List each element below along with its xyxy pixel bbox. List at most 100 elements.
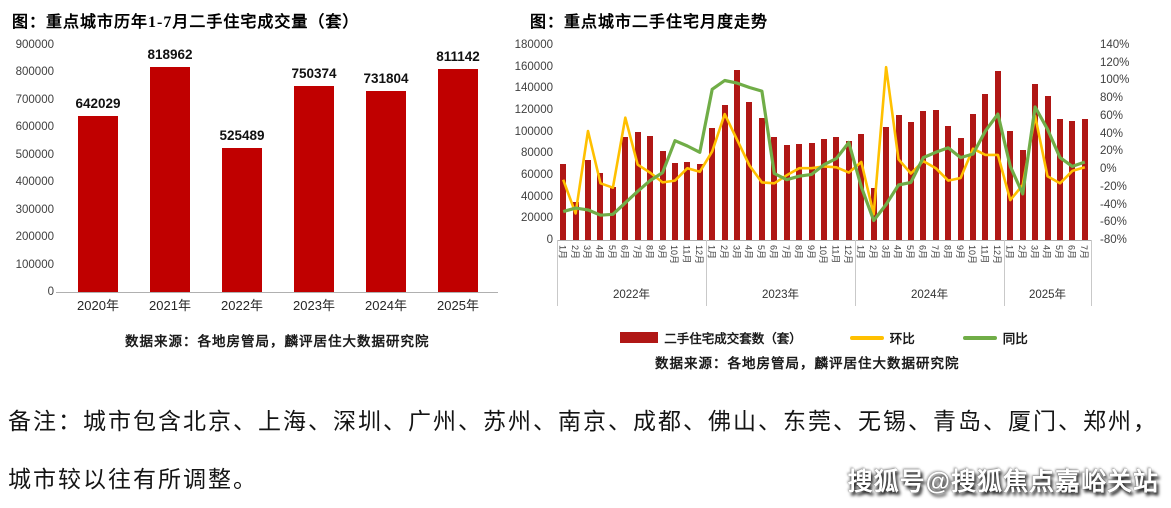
watermark: 搜狐号@搜狐焦点嘉峪关站 — [847, 468, 1159, 496]
month-tick-label: 7月 — [1078, 245, 1089, 260]
month-tick-label: 2月 — [569, 245, 580, 260]
month-tick-label: 4月 — [1041, 245, 1052, 260]
bar — [366, 91, 406, 292]
bar — [438, 69, 478, 292]
month-tick-label: 11月 — [681, 245, 692, 264]
x-tick-label: 2024年 — [365, 298, 407, 313]
y-tick-label: 600000 — [15, 121, 54, 134]
month-tick-label: 6月 — [768, 245, 779, 260]
y-tick-label: 0 — [47, 286, 54, 298]
bar-value-label: 731804 — [363, 71, 409, 87]
monthly-bar — [920, 111, 927, 240]
x-tick-label: 2022年 — [221, 298, 263, 313]
monthly-bar — [970, 114, 977, 240]
tongbi-line-swatch — [962, 335, 997, 340]
month-tick-label: 9月 — [954, 245, 965, 260]
bar-value-label: 811142 — [436, 49, 480, 65]
left-y-tick-label: 140000 — [514, 82, 553, 95]
monthly-bar — [684, 162, 691, 240]
monthly-bar — [721, 104, 728, 240]
right-y-tick-label: 60% — [1100, 109, 1124, 122]
x-tick-label: 2021年 — [149, 298, 191, 313]
right-y-tick-label: 20% — [1100, 145, 1124, 158]
x-tick-label: 2023年 — [293, 298, 335, 313]
month-tick-label: 9月 — [656, 245, 667, 260]
monthly-bar — [771, 137, 778, 240]
monthly-bar — [746, 102, 753, 240]
monthly-bar — [634, 131, 641, 240]
monthly-bar — [883, 127, 890, 240]
monthly-bar — [1044, 95, 1051, 240]
month-tick-label: 11月 — [979, 245, 990, 264]
left-y-tick-label: 80000 — [521, 147, 553, 160]
bar-value-label: 525489 — [219, 127, 265, 143]
bar-value-label: 750374 — [291, 66, 337, 82]
right-y-tick-label: 120% — [1100, 56, 1130, 69]
month-tick-label: 8月 — [644, 245, 655, 260]
left-y-tick-label: 0 — [546, 234, 553, 246]
monthly-bar — [957, 138, 964, 240]
bar-value-label: 642029 — [75, 95, 121, 111]
month-tick-label: 2月 — [718, 245, 729, 260]
month-tick-label: 2月 — [867, 245, 878, 260]
monthly-bar — [622, 137, 629, 240]
right-chart-plot-area — [557, 45, 1091, 240]
bar — [294, 86, 334, 292]
monthly-bar — [758, 117, 765, 240]
monthly-bar — [783, 144, 790, 240]
month-tick-label: 1月 — [557, 245, 568, 260]
month-tick-label: 10月 — [818, 245, 829, 265]
monthly-bar — [1081, 118, 1088, 240]
monthly-bar — [1069, 120, 1076, 240]
month-tick-label: 9月 — [805, 245, 816, 260]
bar-value-label: 818962 — [147, 47, 193, 63]
bar-series-label: 二手住宅成交套数（套） — [664, 332, 802, 346]
right-chart-source: 数据来源：各地房管局，麟评居住大数据研究院 — [655, 356, 960, 371]
x-tick-label: 2020年 — [77, 298, 119, 313]
huanbi-label: 环比 — [889, 332, 915, 346]
right-y-tick-label: 40% — [1100, 127, 1124, 140]
monthly-bar — [572, 202, 579, 240]
year-separator — [855, 240, 857, 306]
y-tick-label: 800000 — [15, 66, 54, 79]
right-chart-legend: 二手住宅成交套数（套） 环比 同比 — [557, 328, 1091, 347]
month-tick-label: 10月 — [669, 245, 680, 265]
month-tick-label: 6月 — [619, 245, 630, 260]
year-group-label: 2022年 — [612, 289, 651, 301]
month-tick-label: 8月 — [942, 245, 953, 260]
month-tick-label: 3月 — [880, 245, 891, 260]
left-y-tick-label: 40000 — [521, 190, 553, 203]
monthly-bar — [659, 151, 666, 240]
bar — [150, 67, 190, 292]
month-tick-label: 12月 — [843, 245, 854, 265]
footnote-line-1: 备注：城市包含北京、上海、深圳、广州、苏州、南京、成都、佛山、东莞、无锡、青岛、… — [8, 409, 1158, 434]
monthly-bar — [696, 164, 703, 240]
right-y-tick-label: -60% — [1100, 216, 1127, 229]
month-tick-label: 1月 — [855, 245, 866, 260]
legend-item-huanbi: 环比 — [849, 328, 915, 347]
x-tick-label: 2025年 — [437, 298, 479, 313]
month-tick-label: 6月 — [917, 245, 928, 260]
bar — [222, 147, 262, 292]
left-y-tick-label: 120000 — [514, 104, 553, 116]
month-tick-label: 4月 — [743, 245, 754, 260]
left-y-tick-label: 60000 — [521, 169, 553, 181]
monthly-bar — [982, 93, 989, 240]
monthly-bar — [796, 143, 803, 240]
monthly-bar — [895, 115, 902, 240]
month-tick-label: 12月 — [992, 245, 1003, 265]
year-group-label: 2025年 — [1028, 289, 1067, 301]
left-chart-source: 数据来源：各地房管局，麟评居住大数据研究院 — [125, 334, 430, 349]
month-tick-label: 3月 — [731, 245, 742, 260]
monthly-bar — [833, 137, 840, 240]
year-separator — [1004, 240, 1006, 306]
month-tick-label: 5月 — [1054, 245, 1065, 260]
monthly-bar — [709, 128, 716, 240]
monthly-bar — [808, 142, 815, 240]
y-tick-label: 500000 — [15, 148, 54, 161]
left-y-tick-label: 180000 — [514, 39, 553, 51]
year-separator — [1091, 240, 1092, 306]
y-tick-label: 300000 — [15, 203, 54, 216]
monthly-bar — [1007, 130, 1014, 240]
